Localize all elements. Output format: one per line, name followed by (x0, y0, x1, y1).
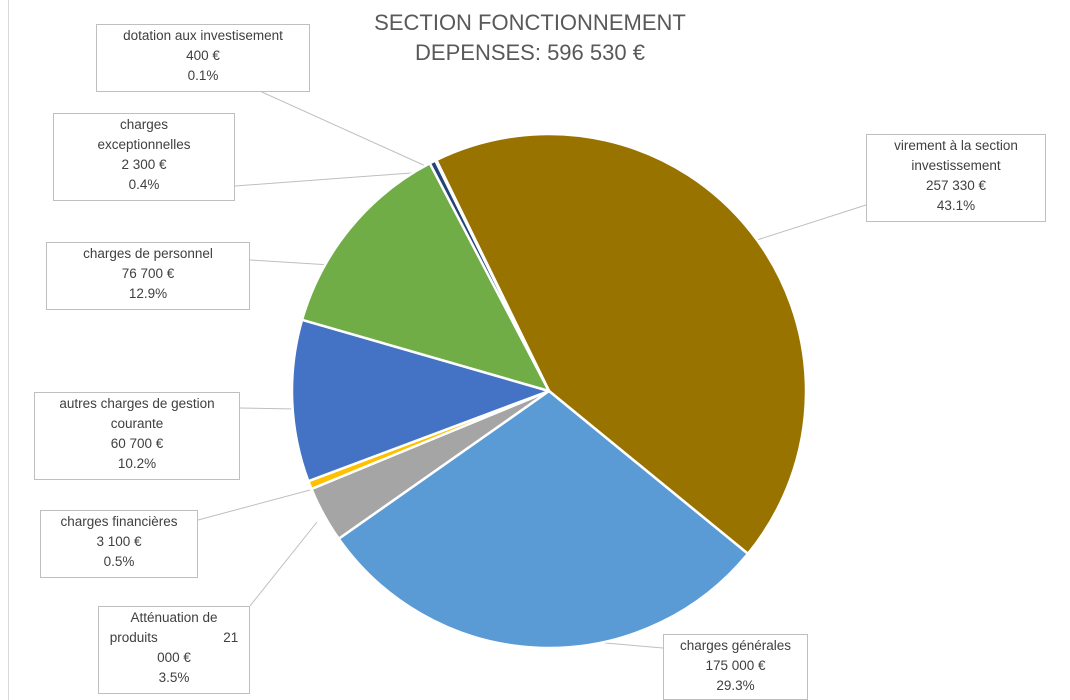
callout-dotation-percent: 0.1% (187, 68, 219, 83)
callout-personnel-value: 76 700 € (121, 266, 175, 281)
callout-autres-label-2: courante (110, 416, 164, 431)
callout-exceptionnelles-label-2: exceptionnelles (97, 137, 191, 152)
callout-attenuation-label-2a: produits (109, 630, 158, 645)
callout-dotation: dotation aux investisement 400 € 0.1% (96, 24, 310, 92)
callout-personnel-label: charges de personnel (83, 246, 213, 261)
leader-line-virement (756, 204, 867, 241)
callout-attenuation-label-1: Atténuation de (130, 610, 218, 625)
callout-virement-value: 257 330 € (925, 178, 987, 193)
callout-exceptionnelles-label-1: charges (119, 117, 169, 132)
callout-generales-value: 175 000 € (705, 658, 766, 673)
pie-slice-6 (300, 162, 551, 393)
callout-virement-label-1: virement à la section (894, 138, 1018, 153)
callout-personnel-percent: 12.9% (128, 286, 168, 301)
callout-generales-percent: 29.3% (716, 678, 755, 693)
left-border-line (8, 0, 9, 700)
callout-generales: charges générales 175 000 € 29.3% (663, 634, 808, 700)
callout-dotation-label: dotation aux investisement (123, 28, 283, 43)
callout-virement: virement à la section investissement 257… (866, 134, 1046, 222)
callout-exceptionnelles-percent: 0.4% (128, 177, 160, 192)
chart-title: SECTION FONCTIONNEMENT DEPENSES: 596 530… (330, 8, 730, 68)
callout-attenuation-label-2b: 21 (223, 630, 239, 645)
leader-line-dotation (252, 87, 431, 169)
callout-exceptionnelles: charges exceptionnelles 2 300 € 0.4% (53, 113, 235, 201)
callout-attenuation-value: 000 € (157, 650, 191, 665)
leader-line-attenuation (249, 521, 318, 607)
callout-generales-label: charges générales (679, 638, 792, 653)
callout-autres-percent: 10.2% (117, 456, 157, 471)
callout-autres: autres charges de gestion courante 60 70… (34, 392, 240, 480)
callout-financieres-label: charges financières (60, 514, 178, 529)
leader-line-personnel (249, 259, 332, 266)
chart-title-line-1: SECTION FONCTIONNEMENT (374, 10, 686, 35)
callout-virement-percent: 43.1% (936, 198, 976, 213)
leader-line-autres (239, 407, 297, 410)
callout-virement-label-2: investissement (911, 158, 1001, 173)
callout-personnel: charges de personnel 76 700 € 12.9% (46, 242, 250, 310)
callout-attenuation-label-2: produits 21 (105, 628, 243, 648)
pie-slices (290, 132, 808, 650)
pie-slice-1 (435, 132, 808, 556)
chart-title-line-2: DEPENSES: 596 530 € (415, 40, 645, 65)
pie-slice-2 (337, 389, 750, 650)
callout-autres-value: 60 700 € (110, 436, 164, 451)
pie-slice-8 (434, 158, 551, 393)
callout-dotation-value: 400 € (186, 48, 220, 63)
callout-attenuation: Atténuation de produits 21 000 € 3.5% (98, 606, 250, 694)
callout-exceptionnelles-value: 2 300 € (121, 157, 167, 172)
callout-autres-label-1: autres charges de gestion (59, 396, 215, 411)
pie-slice-5 (290, 318, 551, 483)
callout-financieres: charges financières 3 100 € 0.5% (40, 510, 198, 578)
callout-financieres-value: 3 100 € (96, 534, 142, 549)
callout-financieres-percent: 0.5% (103, 554, 135, 569)
leader-line-exceptionnelles (234, 171, 426, 187)
leader-line-financieres (197, 489, 311, 521)
leader-lines (197, 87, 867, 649)
callout-attenuation-percent: 3.5% (158, 670, 190, 685)
